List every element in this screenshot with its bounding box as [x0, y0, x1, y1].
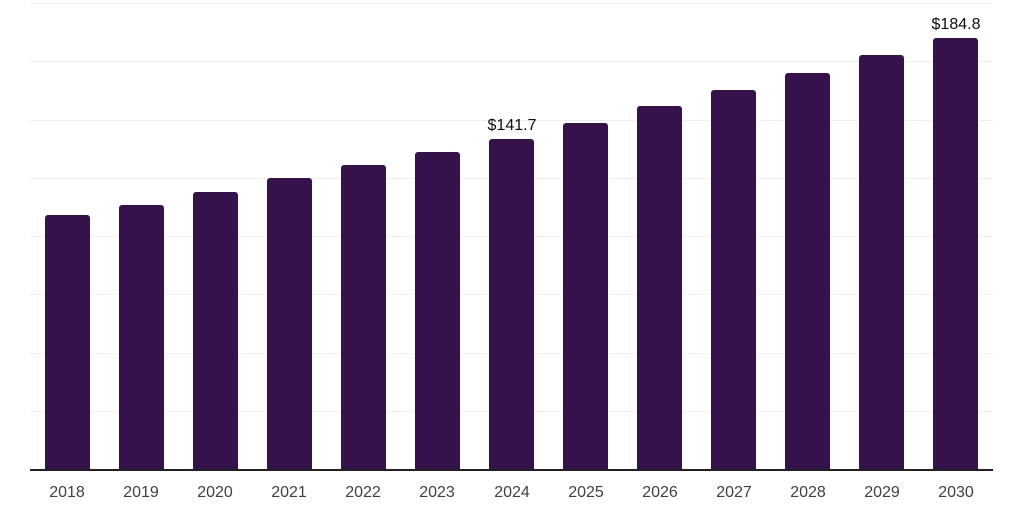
x-tick-label-2030: 2030 — [938, 484, 974, 501]
x-tick-label-2024: 2024 — [494, 484, 530, 501]
bar-2027[interactable] — [711, 90, 756, 469]
x-tick-label-2025: 2025 — [568, 484, 604, 501]
bar-2028[interactable] — [785, 73, 830, 469]
x-tick-label-2018: 2018 — [49, 484, 85, 501]
x-tick-label-2028: 2028 — [790, 484, 826, 501]
data-label-2024: $141.7 — [487, 117, 537, 134]
x-tick-label-2026: 2026 — [642, 484, 678, 501]
bar-2026[interactable] — [637, 106, 682, 469]
bar-2020[interactable] — [193, 192, 238, 469]
x-tick-label-2027: 2027 — [716, 484, 752, 501]
bar-2018[interactable] — [45, 215, 90, 469]
bar-2023[interactable] — [415, 152, 460, 469]
x-tick-label-2022: 2022 — [345, 484, 381, 501]
x-tick-label-2020: 2020 — [197, 484, 233, 501]
gridline-y175 — [30, 61, 993, 62]
x-tick-label-2021: 2021 — [271, 484, 307, 501]
bar-2030[interactable] — [933, 38, 978, 469]
data-label-2030: $184.8 — [931, 16, 981, 33]
bar-2019[interactable] — [119, 205, 164, 469]
bar-2022[interactable] — [341, 165, 386, 469]
bar-2024[interactable] — [489, 139, 534, 469]
x-tick-label-2029: 2029 — [864, 484, 900, 501]
x-tick-label-2023: 2023 — [419, 484, 455, 501]
x-tick-label-2019: 2019 — [123, 484, 159, 501]
x-axis-line — [30, 469, 993, 471]
bar-2021[interactable] — [267, 178, 312, 469]
bar-2025[interactable] — [563, 123, 608, 469]
bar-2029[interactable] — [859, 55, 904, 469]
gridline-y200 — [30, 3, 993, 4]
